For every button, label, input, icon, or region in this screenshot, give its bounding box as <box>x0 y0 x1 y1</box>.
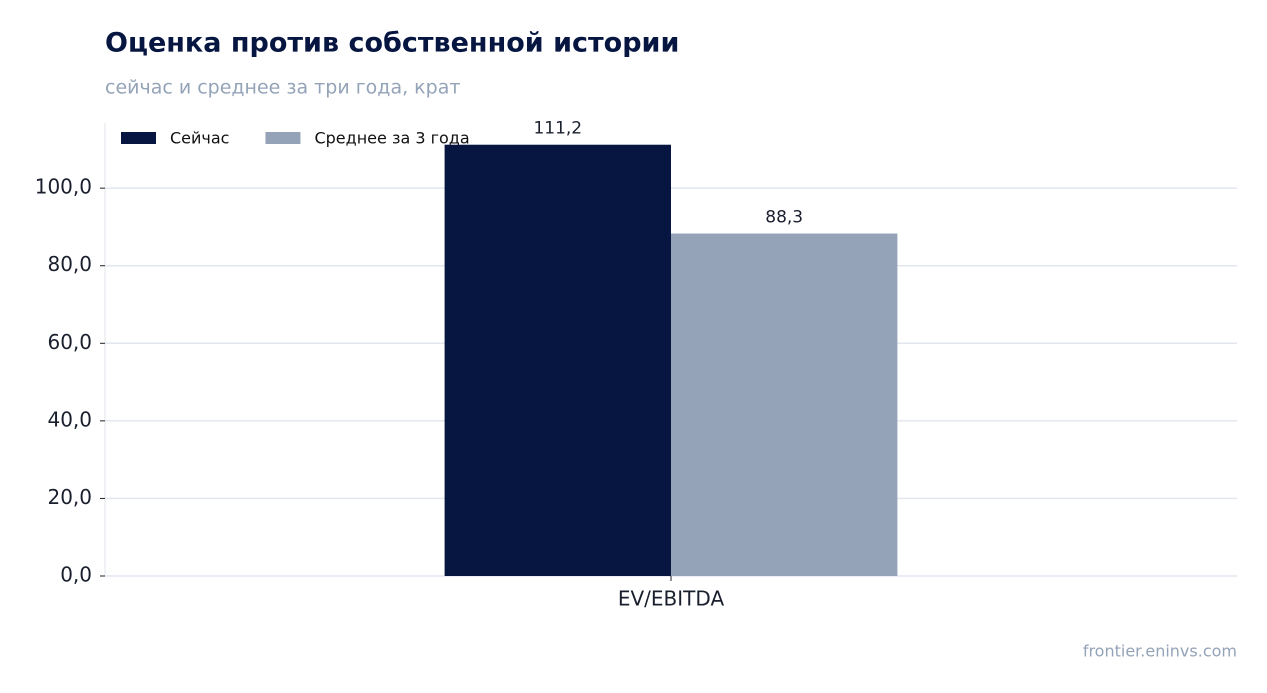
chart-title: Оценка против собственной истории <box>105 28 679 59</box>
legend-swatch <box>121 132 156 144</box>
value-label: 88,3 <box>765 208 803 228</box>
y-tick-label: 100,0 <box>35 175 92 199</box>
legend-label: Среднее за 3 года <box>314 129 469 148</box>
value-label: 111,2 <box>533 119 582 139</box>
legend-swatch <box>265 132 301 144</box>
x-tick-label: EV/EBITDA <box>618 587 725 611</box>
y-tick-label: 60,0 <box>47 330 92 354</box>
y-tick-label: 20,0 <box>47 485 92 509</box>
bar <box>671 233 898 576</box>
y-tick-label: 0,0 <box>60 563 92 587</box>
chart-subtitle: сейчас и среднее за три года, крат <box>105 77 460 99</box>
y-tick-label: 40,0 <box>47 407 92 431</box>
legend-label: Сейчас <box>170 129 229 148</box>
y-tick-label: 80,0 <box>47 252 92 276</box>
bar <box>444 144 671 576</box>
source: frontier.eninvs.com <box>1083 642 1237 661</box>
